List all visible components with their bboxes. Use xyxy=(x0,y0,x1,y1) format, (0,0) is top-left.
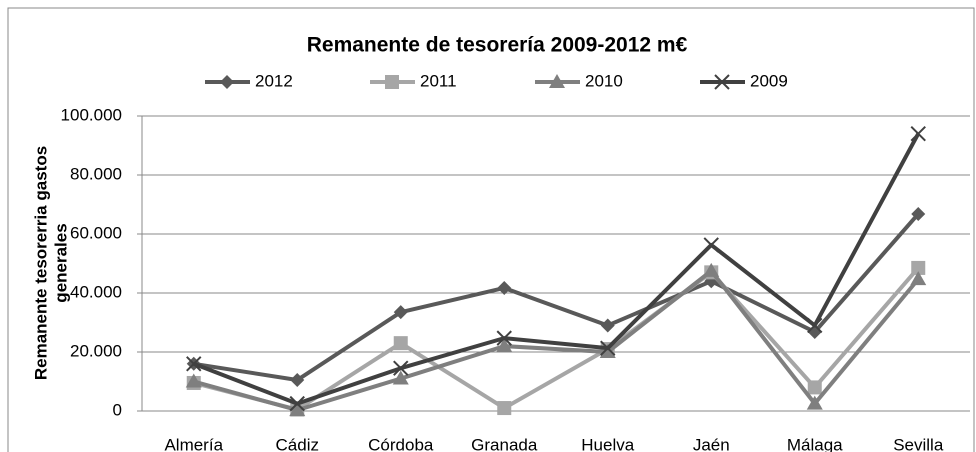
marker xyxy=(911,260,926,275)
series xyxy=(186,125,926,412)
series xyxy=(185,262,927,417)
chart-title: Remanente de tesorería 2009-2012 m€ xyxy=(307,34,688,57)
marker xyxy=(599,344,616,358)
marker xyxy=(393,305,408,320)
x-tick-label: Sevilla xyxy=(893,435,944,452)
marker xyxy=(703,237,719,253)
marker xyxy=(807,380,822,395)
series-line xyxy=(193,268,920,413)
y-tick-label: 0 xyxy=(113,400,122,419)
marker xyxy=(385,75,399,89)
marker xyxy=(806,395,823,410)
y-axis-title: Remanente tesorerria gastos generales xyxy=(31,146,70,380)
marker xyxy=(289,395,305,412)
marker xyxy=(392,370,409,385)
marker xyxy=(289,402,306,417)
y-tick-label: 60.000 xyxy=(70,223,122,242)
y-tick-label: 20.000 xyxy=(70,341,122,360)
marker xyxy=(600,340,616,356)
x-tick-label: Jaén xyxy=(693,435,730,452)
x-tick-label: Granada xyxy=(471,435,538,452)
legend-label: 2012 xyxy=(255,71,293,90)
marker xyxy=(497,280,512,295)
marker xyxy=(496,330,512,346)
x-tick-label: Cádiz xyxy=(276,435,319,452)
y-tick-label: 100.000 xyxy=(61,105,122,124)
x-tick-label: Córdoba xyxy=(368,435,434,452)
marker xyxy=(600,318,615,333)
marker xyxy=(290,373,305,388)
chart-frame xyxy=(7,7,975,452)
x-tick-label: Almería xyxy=(164,435,223,452)
marker xyxy=(910,271,927,286)
x-tick-label: Málaga xyxy=(787,435,843,452)
marker xyxy=(497,401,512,416)
y-axis-title-line: generales xyxy=(51,223,70,302)
y-tick-label: 80.000 xyxy=(70,164,122,183)
marker xyxy=(185,373,202,388)
marker xyxy=(911,206,926,221)
marker xyxy=(393,336,408,351)
marker xyxy=(186,356,202,372)
marker xyxy=(393,360,409,376)
y-axis-title-line: Remanente tesorerria gastos xyxy=(31,146,50,380)
marker xyxy=(807,317,823,334)
series-line xyxy=(193,212,920,383)
legend-label: 2010 xyxy=(585,71,623,90)
legend-label: 2009 xyxy=(750,71,788,90)
x-tick-label: Huelva xyxy=(581,435,634,452)
y-tick-label: 40.000 xyxy=(70,282,122,301)
marker xyxy=(910,125,926,142)
marker xyxy=(714,74,730,90)
series-line xyxy=(193,132,921,406)
marker xyxy=(549,74,565,88)
marker xyxy=(220,75,234,89)
legend-label: 2011 xyxy=(420,71,457,90)
marker xyxy=(496,338,513,353)
marker xyxy=(703,262,720,277)
